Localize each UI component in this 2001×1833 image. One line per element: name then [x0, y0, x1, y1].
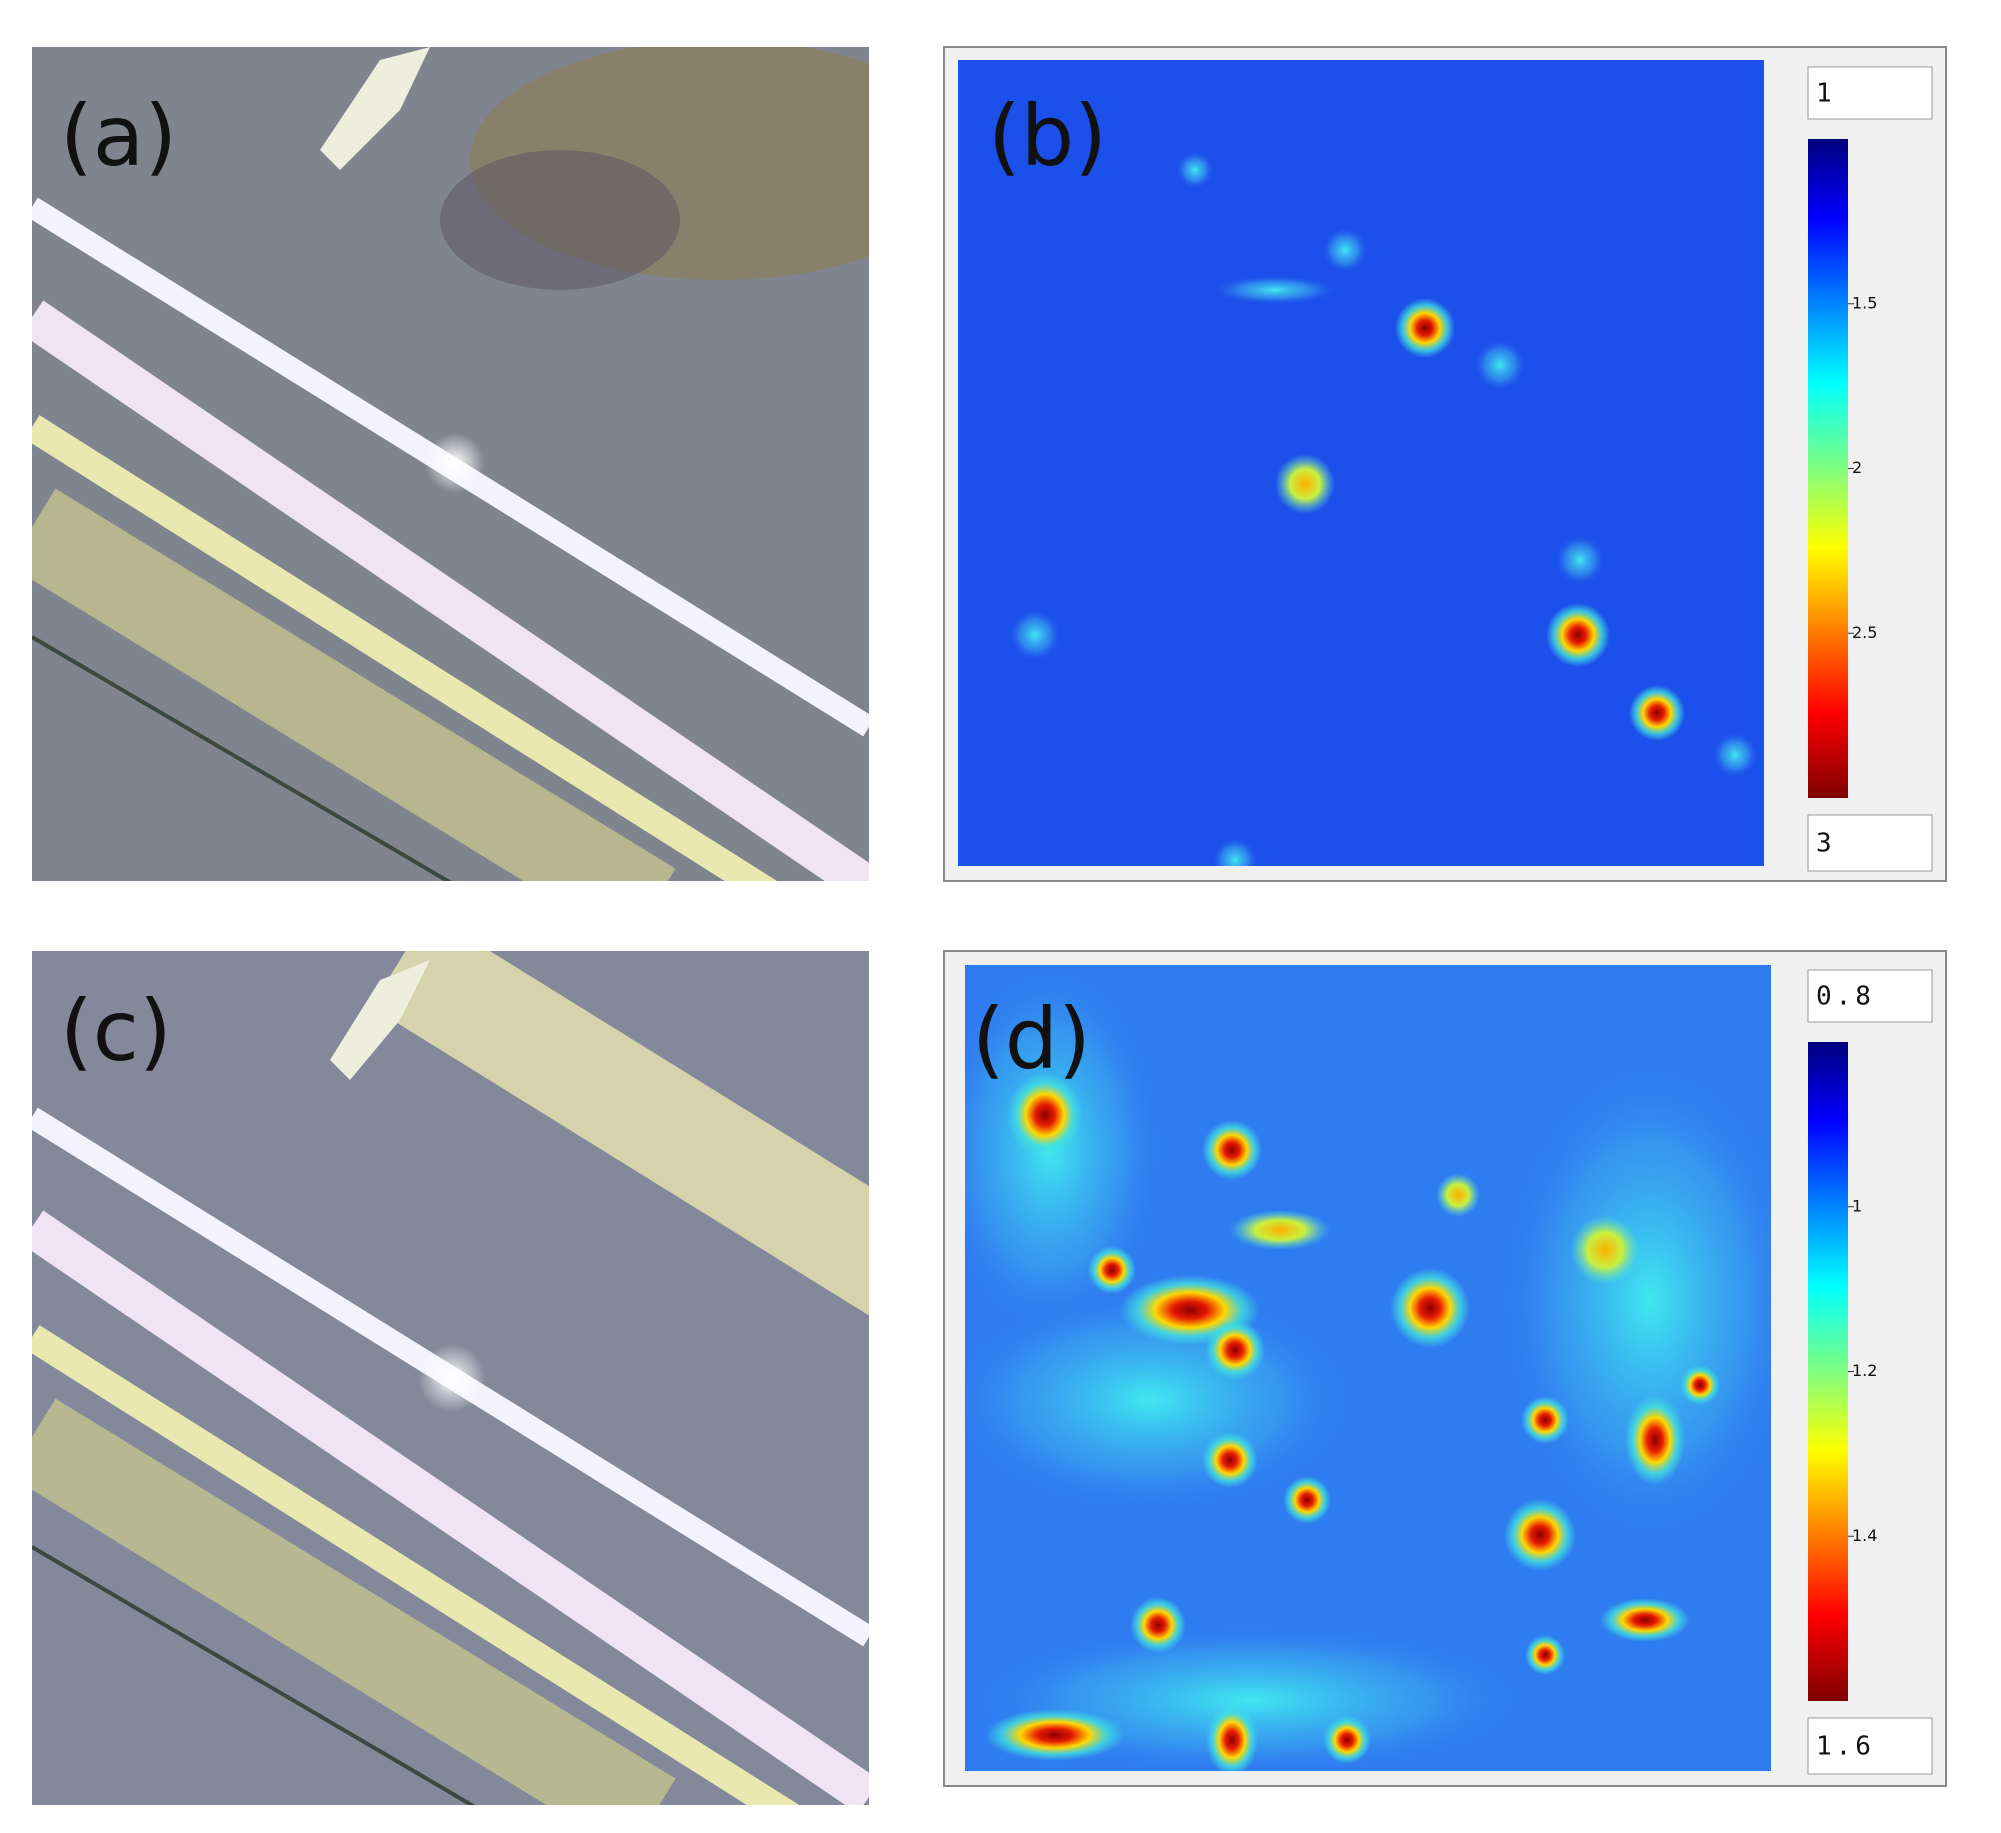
panel-label: (a) — [60, 87, 177, 185]
panel-label: (c) — [60, 982, 172, 1080]
colorbar-max: 3 — [1816, 829, 1836, 859]
tick-label: 1.2 — [1852, 1361, 1877, 1380]
tick-label: 2.5 — [1852, 623, 1877, 642]
heatmap — [965, 965, 1771, 1771]
value-box — [1807, 969, 1933, 1023]
panel-label: (b) — [988, 87, 1107, 185]
micrograph — [32, 951, 869, 1805]
panel-label: (d) — [972, 990, 1091, 1088]
tick-label: 2 — [1852, 458, 1862, 477]
value-box — [1807, 814, 1933, 872]
colorbar-min: 0.8 — [1816, 982, 1875, 1012]
colorbar-min: 1 — [1816, 79, 1836, 109]
tick-label: 1 — [1852, 1196, 1862, 1215]
value-box — [1807, 66, 1933, 120]
colorbars: 1 3 1.5 2 2.5 0.8 1.6 1 1.2 1.4 — [1807, 66, 1933, 1775]
colorbar — [1808, 139, 1848, 798]
heatmap — [958, 60, 1764, 866]
tick-label: 1.5 — [1852, 293, 1877, 312]
value-box — [1807, 1717, 1933, 1775]
colorbar — [1808, 1042, 1848, 1701]
tick-label: 1.4 — [1852, 1526, 1877, 1545]
micrograph — [32, 47, 869, 881]
colorbar-max: 1.6 — [1816, 1732, 1875, 1762]
